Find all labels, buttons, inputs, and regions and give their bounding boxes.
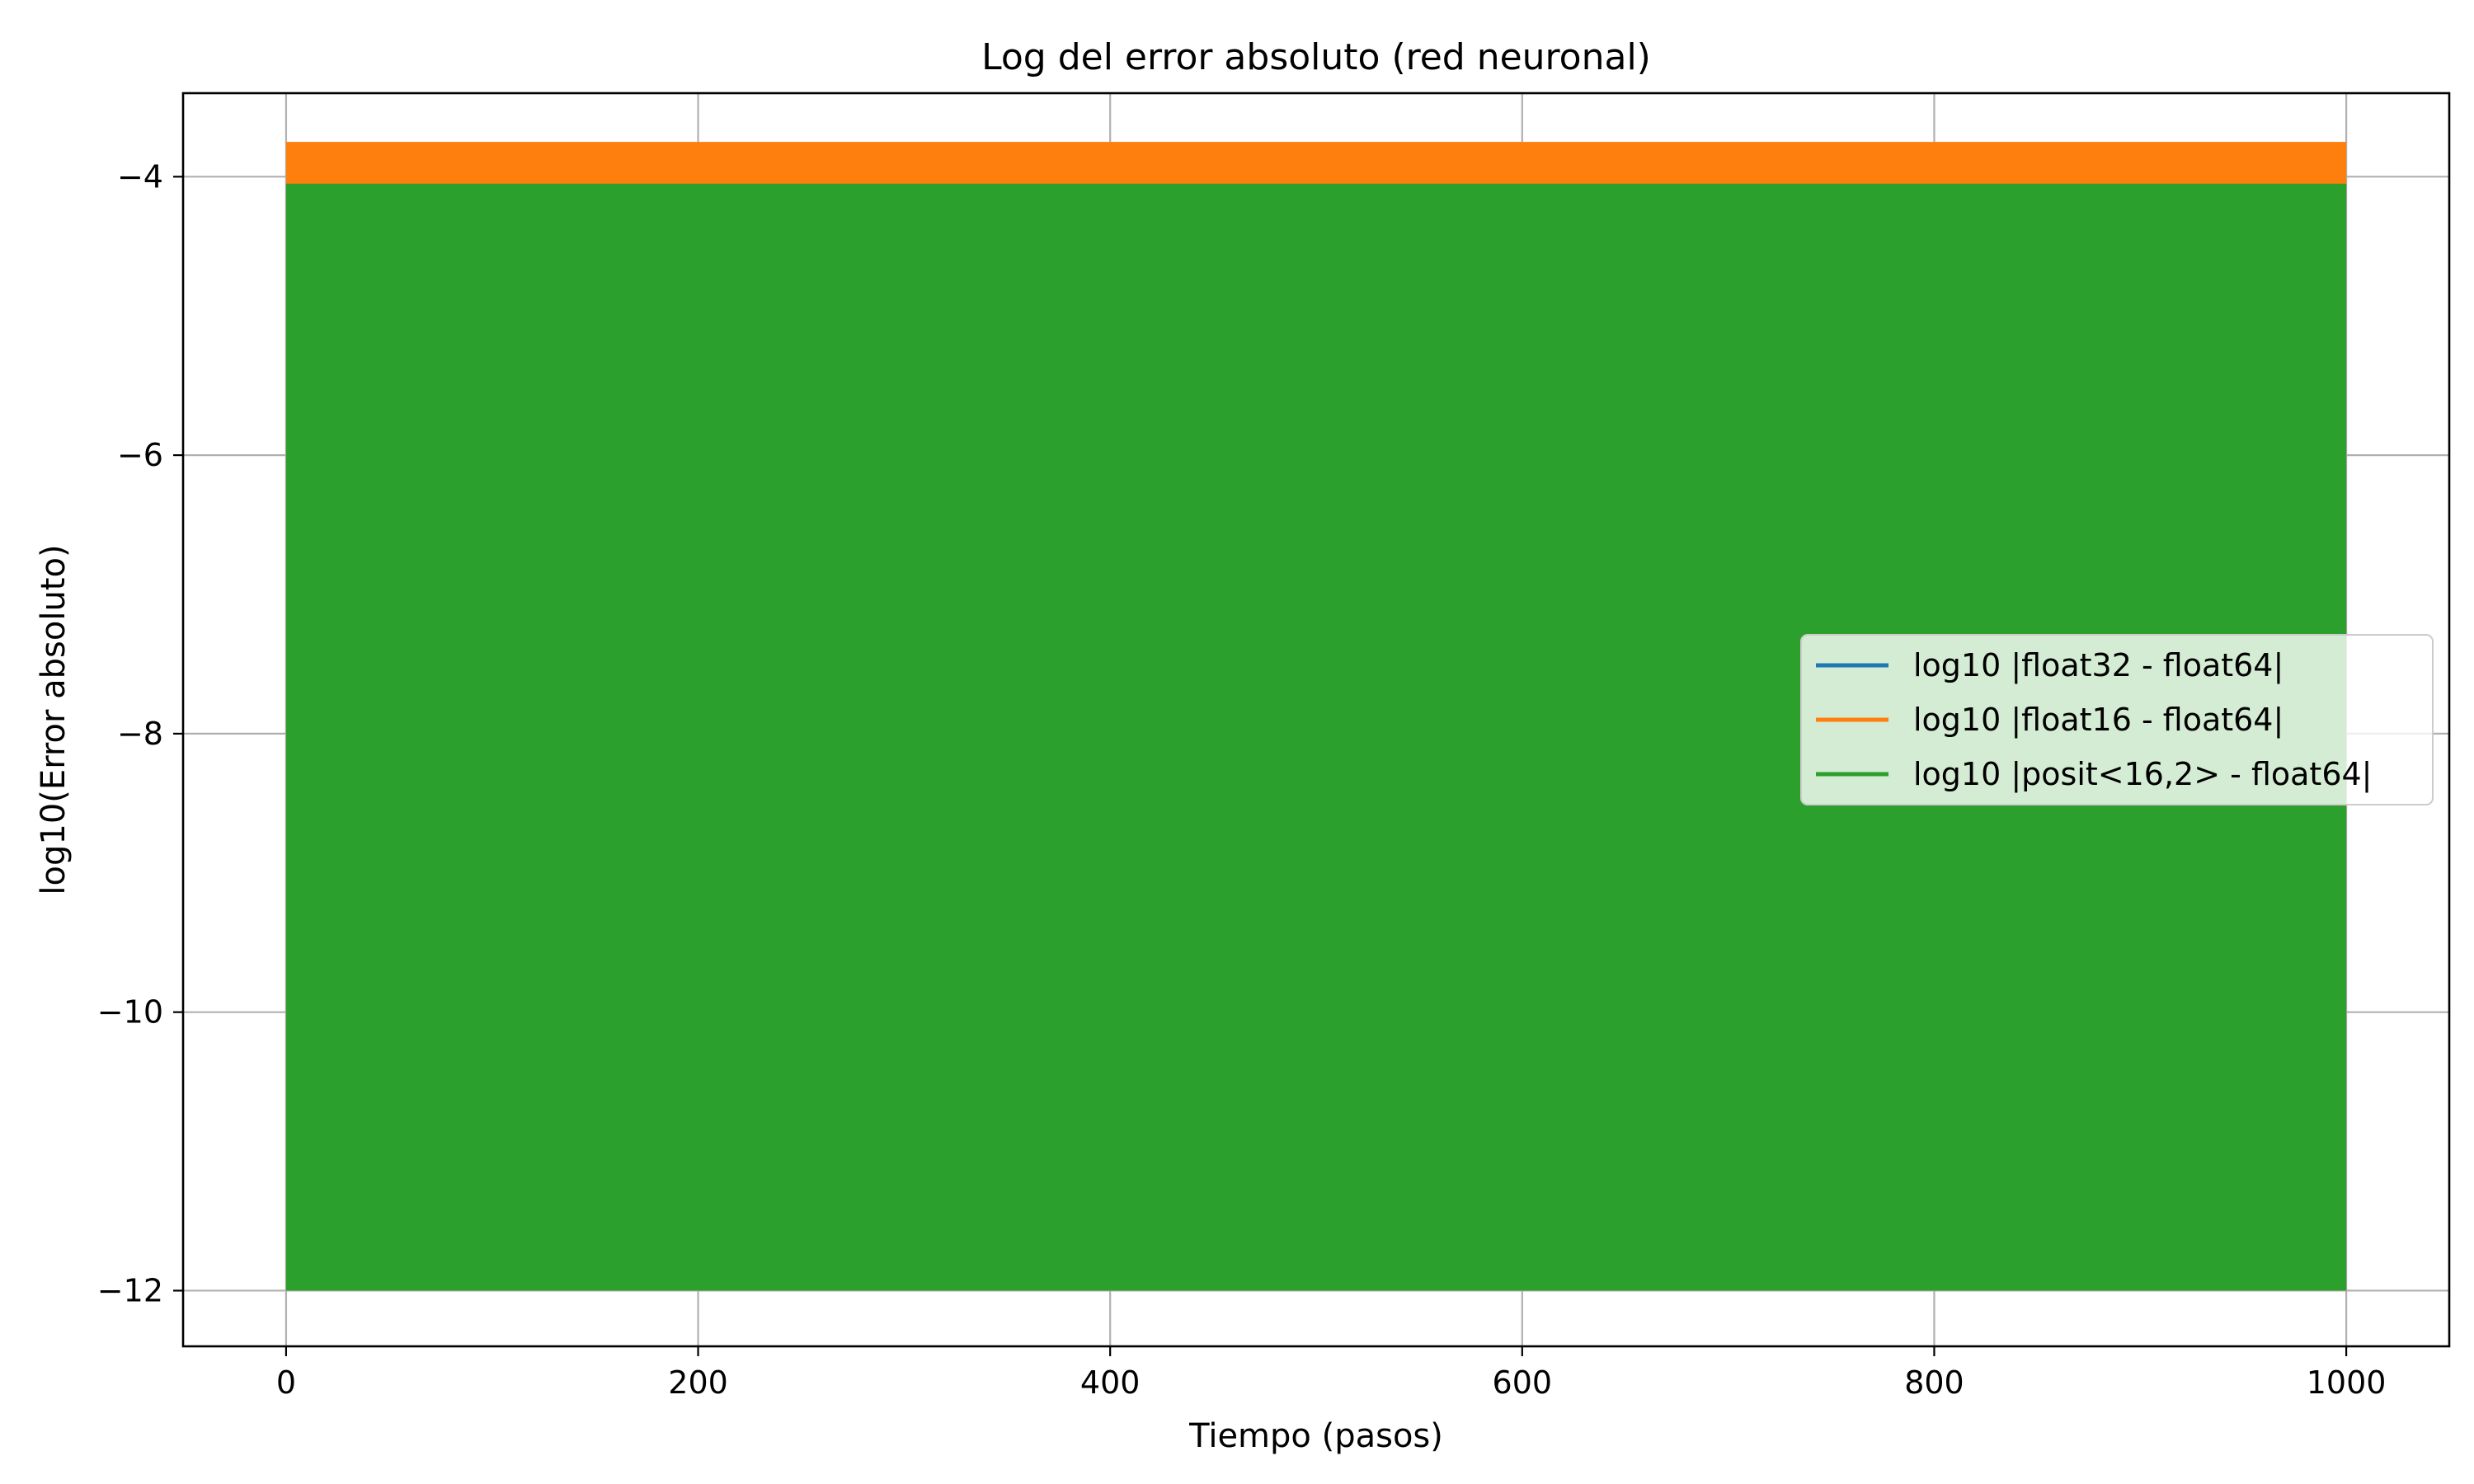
x-tick-label: 800 [1904, 1364, 1964, 1401]
legend-box [1800, 634, 2434, 805]
y-tick-label: −4 [117, 158, 163, 195]
y-tick-label: −10 [97, 994, 163, 1031]
y-tick-label: −8 [117, 716, 163, 752]
x-tick-label: 1000 [2307, 1364, 2387, 1401]
y-tick-label: −6 [117, 437, 163, 473]
legend-entry-label: log10 |float16 - float64| [1913, 702, 2284, 739]
y-axis-label: log10(Error absoluto) [35, 544, 73, 895]
x-tick-label: 200 [668, 1364, 728, 1401]
legend-entry-label: log10 |posit<16,2> - float64| [1913, 756, 2372, 793]
plot-frame [181, 92, 2451, 1348]
x-tick-label: 400 [1080, 1364, 1141, 1401]
legend-entry-label: log10 |float32 - float64| [1913, 647, 2284, 684]
x-axis-label: Tiempo (pasos) [1188, 1417, 1443, 1455]
chart-title: Log del error absoluto (red neuronal) [981, 36, 1651, 78]
axis-ticks: 0 200 400 600 800 1000 −12 −10 −8 −6 −4 [97, 158, 2387, 1401]
legend: log10 |float32 - float64| log10 |float16 … [1800, 634, 2434, 805]
y-tick-label: −12 [97, 1272, 163, 1308]
x-tick-label: 0 [276, 1364, 296, 1401]
x-tick-label: 600 [1493, 1364, 1553, 1401]
